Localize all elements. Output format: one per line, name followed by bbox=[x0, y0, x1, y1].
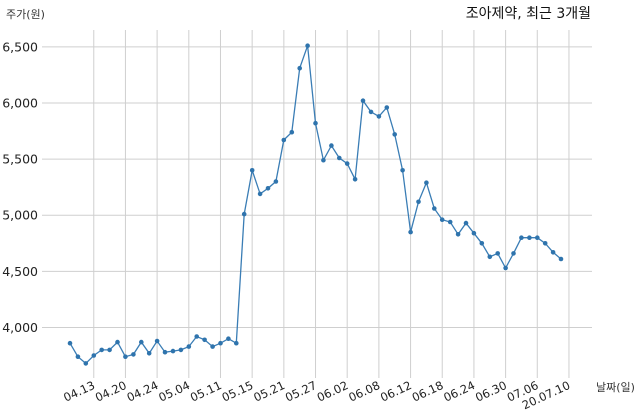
x-tick-label: 04.20 bbox=[93, 378, 129, 405]
data-point bbox=[447, 219, 453, 225]
data-point bbox=[439, 217, 445, 222]
data-point bbox=[487, 254, 493, 260]
x-tick-label: 05.04 bbox=[156, 378, 192, 405]
y-tick-label: 4,000 bbox=[2, 320, 38, 335]
x-tick-label: 06.30 bbox=[473, 378, 509, 405]
x-axis-ticks: 04.1304.2004.2405.0405.1105.1505.2105.27… bbox=[61, 378, 572, 412]
data-point bbox=[289, 129, 295, 135]
data-point bbox=[550, 250, 556, 255]
x-tick-label: 06.24 bbox=[441, 378, 477, 405]
x-tick-label: 05.21 bbox=[251, 378, 287, 405]
data-point bbox=[329, 143, 334, 148]
data-point bbox=[218, 340, 223, 346]
data-point bbox=[107, 347, 112, 353]
y-tick-label: 6,000 bbox=[2, 95, 38, 110]
y-axis-ticks: 4,000 4,500 5,000 5,500 6,000 6,500 bbox=[2, 39, 38, 335]
data-point bbox=[273, 179, 279, 184]
x-tick-label: 05.11 bbox=[188, 378, 224, 405]
data-point bbox=[471, 230, 477, 236]
y-tick-label: 4,500 bbox=[2, 264, 38, 279]
data-point bbox=[91, 353, 97, 358]
data-point bbox=[455, 232, 461, 237]
data-point bbox=[146, 351, 152, 356]
data-point bbox=[344, 161, 350, 166]
x-tick-label: 06.18 bbox=[410, 378, 446, 405]
data-point bbox=[249, 168, 255, 173]
data-point bbox=[202, 337, 207, 343]
data-point bbox=[297, 65, 303, 71]
x-axis-label: 날짜(일) bbox=[596, 380, 635, 394]
data-point bbox=[376, 114, 382, 119]
y-tick-label: 5,500 bbox=[2, 152, 38, 167]
data-point bbox=[210, 344, 215, 349]
data-point bbox=[463, 220, 469, 226]
x-tick-label: 06.08 bbox=[346, 378, 382, 405]
data-point bbox=[527, 235, 532, 240]
data-point bbox=[257, 191, 263, 197]
data-point bbox=[511, 251, 516, 256]
data-point bbox=[75, 354, 81, 360]
y-axis-label: 주가(원) bbox=[6, 8, 45, 21]
data-point bbox=[226, 336, 231, 342]
data-point bbox=[170, 348, 176, 354]
data-point bbox=[360, 98, 366, 103]
data-point bbox=[178, 347, 184, 353]
data-point bbox=[67, 340, 73, 346]
data-point bbox=[519, 235, 524, 240]
data-point bbox=[542, 241, 548, 246]
data-point bbox=[392, 132, 398, 137]
data-point bbox=[123, 354, 128, 360]
data-point bbox=[535, 235, 540, 240]
data-point bbox=[139, 339, 144, 345]
data-point bbox=[154, 338, 160, 344]
data-point bbox=[424, 180, 429, 185]
x-tick-label: 04.24 bbox=[125, 378, 161, 405]
data-point bbox=[194, 334, 199, 339]
x-tick-label: 06.02 bbox=[315, 378, 351, 405]
data-point bbox=[503, 265, 508, 271]
price-series-points bbox=[67, 43, 564, 366]
data-point bbox=[241, 211, 247, 217]
data-point bbox=[99, 347, 104, 353]
x-tick-label: 05.27 bbox=[283, 378, 319, 405]
data-point bbox=[281, 137, 287, 143]
y-tick-label: 6,500 bbox=[2, 39, 38, 54]
data-point bbox=[495, 251, 501, 256]
data-point bbox=[352, 177, 358, 182]
x-tick-label: 04.13 bbox=[61, 378, 97, 405]
data-point bbox=[83, 361, 89, 366]
chart-title: 조아제약, 최근 3개월 bbox=[466, 6, 591, 22]
data-point bbox=[384, 105, 390, 110]
data-point bbox=[131, 352, 136, 357]
data-point bbox=[408, 229, 413, 235]
grid-lines bbox=[42, 30, 592, 378]
data-point bbox=[265, 186, 271, 191]
data-point bbox=[115, 339, 120, 345]
x-tick-label: 05.15 bbox=[220, 378, 256, 405]
data-point bbox=[313, 120, 318, 126]
data-point bbox=[186, 344, 192, 349]
data-point bbox=[321, 157, 326, 163]
data-point bbox=[337, 155, 342, 161]
data-point bbox=[479, 241, 485, 246]
data-point bbox=[305, 43, 310, 48]
data-point bbox=[416, 199, 421, 205]
data-point bbox=[234, 340, 239, 346]
x-tick-label: 06.12 bbox=[378, 378, 414, 405]
data-point bbox=[432, 206, 437, 211]
data-point bbox=[558, 256, 564, 262]
data-point bbox=[400, 168, 405, 173]
data-point bbox=[368, 109, 374, 115]
y-tick-label: 5,000 bbox=[2, 208, 38, 223]
data-point bbox=[162, 349, 168, 355]
